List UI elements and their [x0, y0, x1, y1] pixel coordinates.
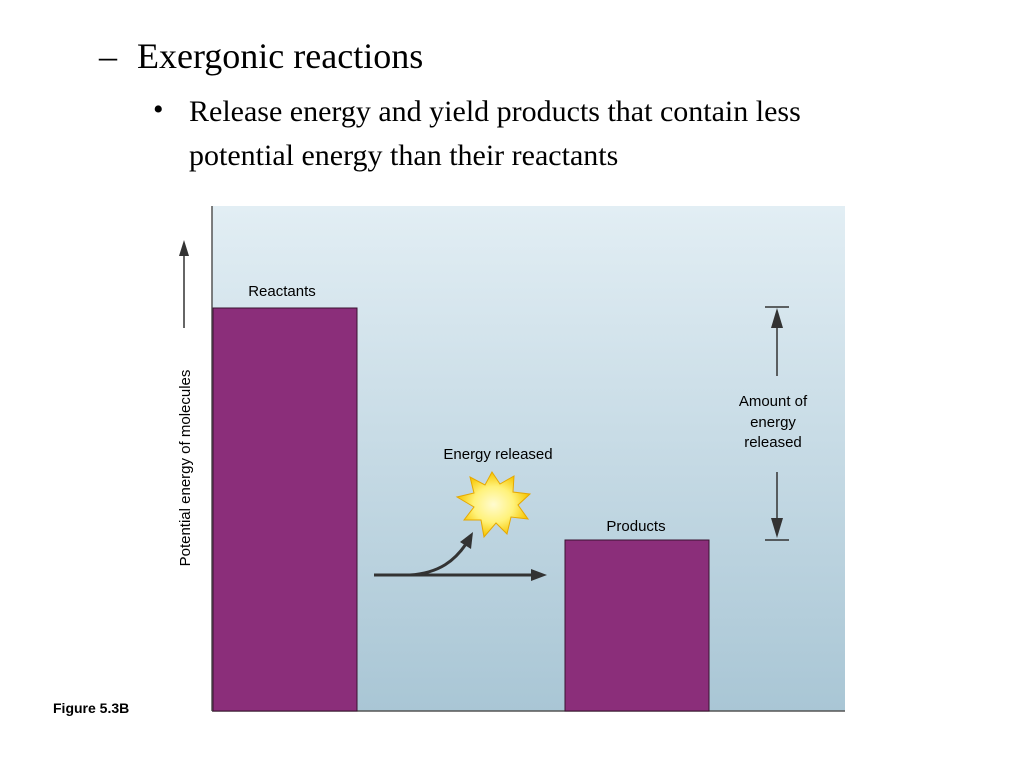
amount-label-line-1: Amount of — [739, 393, 808, 410]
slide-heading: Exergonic reactions — [137, 36, 424, 76]
reactants-label: Reactants — [248, 283, 316, 300]
energy-released-label: Energy released — [443, 446, 552, 463]
amount-label-line-2: energy — [750, 414, 796, 431]
y-axis-label: Potential energy of molecules — [177, 370, 194, 567]
amount-label-line-3: released — [744, 434, 802, 451]
figure-caption: Figure 5.3B — [53, 700, 130, 716]
bullet-marker: • — [153, 93, 164, 126]
products-label: Products — [606, 518, 665, 535]
energy-burst-icon — [455, 471, 532, 539]
y-axis-arrow — [179, 240, 189, 328]
reaction-arrow — [374, 532, 547, 581]
energy-difference-bracket — [765, 306, 789, 541]
heading-dash: – — [99, 36, 117, 76]
up-arrow-icon — [771, 308, 783, 376]
reactants-bar — [212, 307, 358, 712]
products-bar — [564, 539, 710, 712]
down-arrow-icon — [771, 472, 783, 538]
bullet-text: Release energy and yield products that c… — [189, 95, 801, 172]
